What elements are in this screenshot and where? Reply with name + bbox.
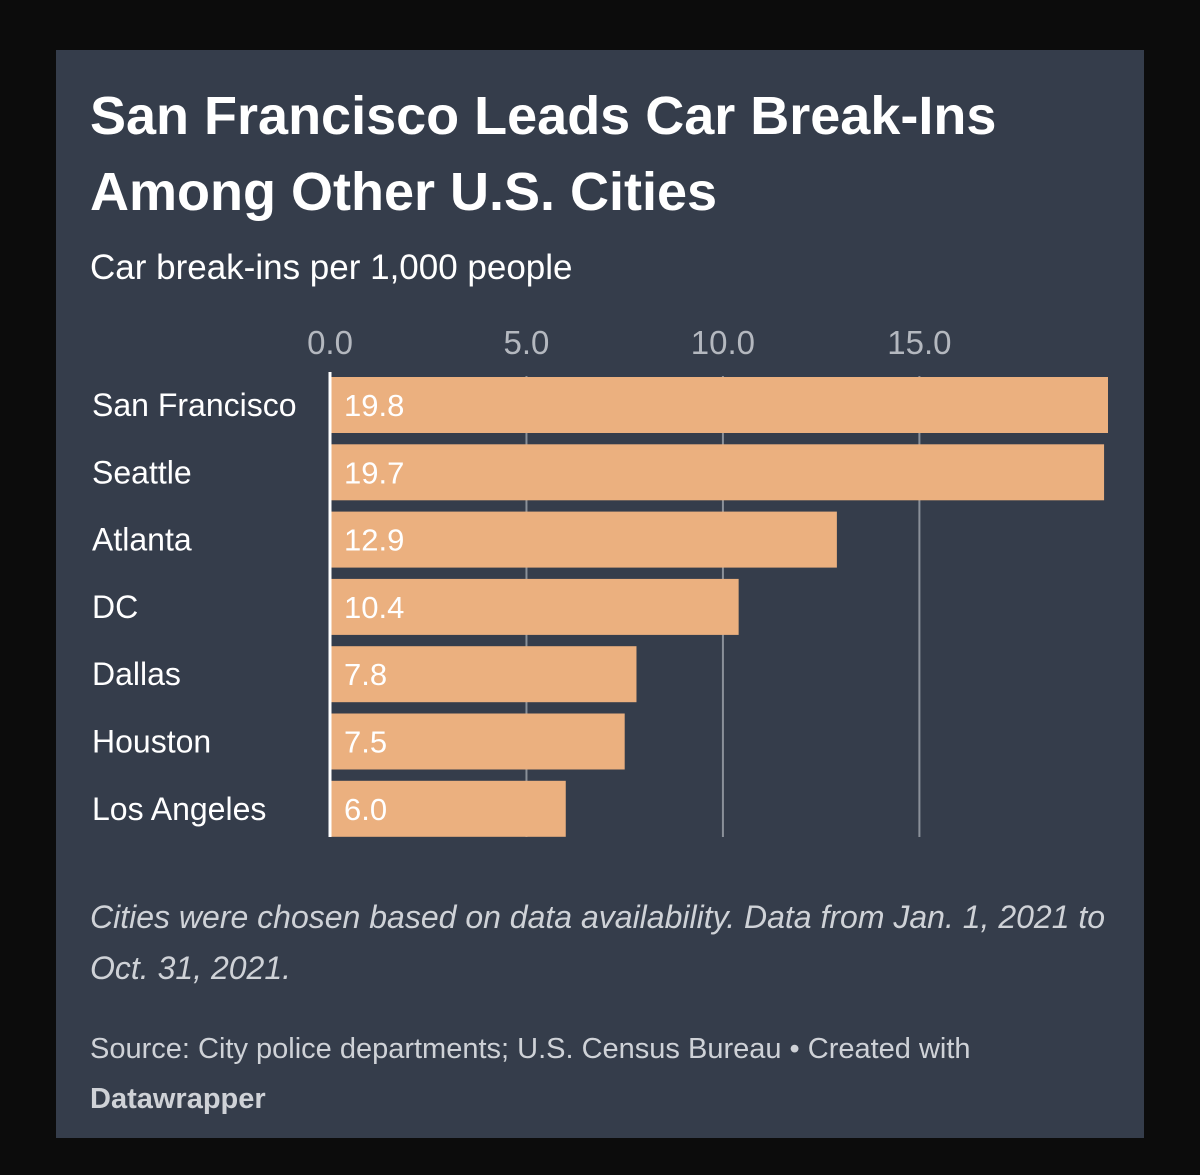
- chart-subtitle: Car break-ins per 1,000 people: [90, 248, 573, 287]
- category-label: Dallas: [92, 656, 181, 692]
- value-label: 12.9: [344, 523, 404, 558]
- bar: [330, 511, 837, 568]
- datawrapper-link[interactable]: Datawrapper: [90, 1083, 266, 1115]
- category-label: Atlanta: [92, 522, 192, 558]
- chart-note: Cities were chosen based on data availab…: [90, 899, 1106, 986]
- bar: [330, 646, 637, 703]
- chart-source: Source: City police departments; U.S. Ce…: [90, 1024, 1110, 1124]
- x-tick-label: 15.0: [887, 324, 951, 361]
- labels: 0.0 5.0 10.0 15.0 San Francisco 19.8 Seattle 19…: [92, 324, 952, 827]
- category-label: Los Angeles: [92, 791, 266, 827]
- bar: [330, 578, 739, 635]
- value-label: 19.8: [344, 388, 404, 423]
- category-label: DC: [92, 589, 138, 625]
- category-label: Houston: [92, 724, 211, 760]
- bar: [330, 713, 625, 770]
- x-tick-label: 10.0: [691, 324, 755, 361]
- value-label: 19.7: [344, 455, 404, 490]
- bars: [330, 377, 1108, 837]
- bar: [330, 377, 1108, 433]
- source-text: Source: City police departments; U.S. Ce…: [90, 1033, 971, 1065]
- category-label: San Francisco: [92, 387, 297, 423]
- bar: [330, 444, 1105, 501]
- chart-card: San Francisco Leads Car Break-Ins Among …: [56, 50, 1144, 1138]
- value-label: 7.8: [344, 657, 387, 692]
- x-tick-label: 5.0: [504, 324, 550, 361]
- chart-title: San Francisco Leads Car Break-Ins Among …: [90, 86, 997, 222]
- bar-chart: 0.0 5.0 10.0 15.0 San Francisco 19.8 Seattle 19…: [92, 324, 1108, 837]
- value-label: 7.5: [344, 725, 387, 760]
- category-label: Seattle: [92, 454, 192, 490]
- value-label: 10.4: [344, 590, 404, 625]
- x-tick-label: 0.0: [307, 324, 353, 361]
- value-label: 6.0: [344, 792, 387, 827]
- bar: [330, 780, 566, 837]
